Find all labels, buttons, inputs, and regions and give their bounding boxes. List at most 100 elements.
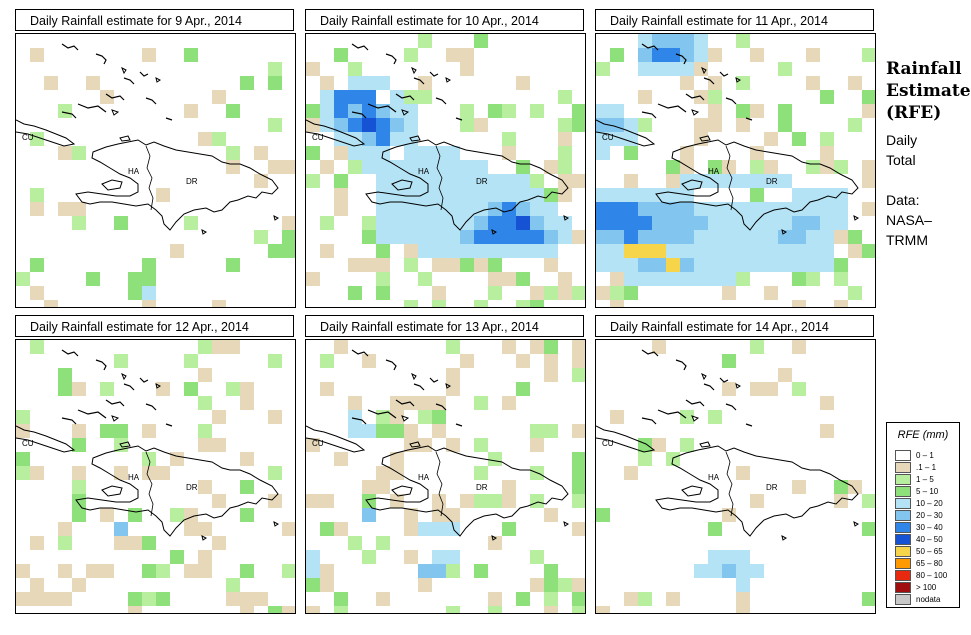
rainfall-cell bbox=[502, 340, 516, 354]
rainfall-cell bbox=[446, 258, 460, 272]
rainfall-cell bbox=[404, 216, 418, 230]
rainfall-cell bbox=[572, 452, 585, 466]
rainfall-cell bbox=[240, 382, 254, 396]
rainfall-cell bbox=[348, 258, 362, 272]
rainfall-cell bbox=[792, 382, 806, 396]
rainfall-cell bbox=[530, 202, 544, 216]
rainfall-cell bbox=[610, 244, 624, 258]
rainfall-cell bbox=[184, 104, 198, 118]
rainfall-cell bbox=[488, 452, 502, 466]
rainfall-cell bbox=[320, 354, 334, 368]
gonave-island bbox=[101, 179, 123, 191]
period-label: Daily Total bbox=[886, 130, 917, 170]
hispaniola-coastline bbox=[365, 139, 569, 231]
rainfall-cell bbox=[198, 368, 212, 382]
rainfall-cell bbox=[306, 146, 320, 160]
rainfall-cell bbox=[362, 354, 376, 368]
panel-title: Daily Rainfall estimate for 10 Apr., 201… bbox=[305, 9, 584, 31]
rainfall-cell bbox=[572, 424, 585, 438]
map-svg: CU HA DR bbox=[306, 34, 585, 307]
rainfall-cell bbox=[806, 272, 820, 286]
rainfall-cell bbox=[638, 592, 652, 606]
rainfall-cell bbox=[502, 174, 516, 188]
rainfall-cell bbox=[320, 244, 334, 258]
rainfall-cell bbox=[460, 48, 474, 62]
rainfall-cell bbox=[362, 424, 376, 438]
rainfall-cell bbox=[722, 550, 736, 564]
rainfall-cell bbox=[736, 118, 750, 132]
legend-label: 50 – 65 bbox=[916, 547, 943, 556]
rainfall-cell bbox=[502, 244, 516, 258]
rainfall-cell bbox=[736, 244, 750, 258]
rainfall-map: CU HA DR bbox=[595, 33, 876, 308]
rainfall-cell bbox=[544, 160, 558, 174]
rainfall-cell bbox=[282, 230, 295, 244]
rainfall-cell bbox=[530, 424, 544, 438]
tortuga-island bbox=[409, 441, 421, 448]
rainfall-cell bbox=[666, 272, 680, 286]
rainfall-cell bbox=[348, 536, 362, 550]
rainfall-cell bbox=[624, 272, 638, 286]
rainfall-cell bbox=[184, 354, 198, 368]
rainfall-cell bbox=[142, 536, 156, 550]
rainfall-cell bbox=[488, 216, 502, 230]
bahamas-island bbox=[455, 117, 463, 121]
rainfall-cell bbox=[502, 202, 516, 216]
rainfall-cell bbox=[680, 258, 694, 272]
rainfall-cell bbox=[100, 564, 114, 578]
rainfall-cell bbox=[128, 286, 142, 300]
rainfall-cell bbox=[736, 564, 750, 578]
rainfall-cell bbox=[708, 564, 722, 578]
rainfall-cell bbox=[862, 592, 875, 606]
islet bbox=[735, 77, 741, 83]
bahamas-island bbox=[123, 383, 135, 391]
legend-swatch bbox=[895, 522, 911, 533]
rainfall-cell bbox=[44, 300, 58, 307]
rainfall-cell bbox=[376, 480, 390, 494]
rainfall-cell bbox=[268, 466, 282, 480]
rainfall-cell bbox=[114, 466, 128, 480]
rainfall-cell bbox=[16, 592, 30, 606]
rainfall-cell bbox=[30, 340, 44, 354]
rainfall-cell bbox=[418, 216, 432, 230]
rainfall-cell bbox=[736, 76, 750, 90]
rainfall-cell bbox=[516, 160, 530, 174]
country-label: DR bbox=[476, 177, 488, 186]
rainfall-cell bbox=[348, 286, 362, 300]
legend-swatch bbox=[895, 486, 911, 497]
data-source-line: Data: bbox=[886, 192, 920, 208]
rainfall-cell bbox=[638, 202, 652, 216]
bahamas-island bbox=[413, 77, 425, 85]
rainfall-cell bbox=[418, 410, 432, 424]
rainfall-cell bbox=[624, 230, 638, 244]
rainfall-cell bbox=[736, 104, 750, 118]
rainfall-cell bbox=[792, 132, 806, 146]
rainfall-cell bbox=[282, 160, 295, 174]
islet bbox=[155, 77, 161, 83]
gonave-island bbox=[391, 179, 413, 191]
rainfall-cell bbox=[680, 216, 694, 230]
rainfall-cell bbox=[142, 424, 156, 438]
rainfall-cell bbox=[722, 230, 736, 244]
rainfall-cell bbox=[268, 76, 282, 90]
rainfall-cell bbox=[694, 34, 708, 48]
rainfall-cell bbox=[806, 202, 820, 216]
rainfall-cell bbox=[446, 244, 460, 258]
rainfall-cell bbox=[736, 258, 750, 272]
rainfall-cell bbox=[198, 564, 212, 578]
rainfall-cell bbox=[834, 258, 848, 272]
rainfall-cell bbox=[390, 452, 404, 466]
rainfall-cell bbox=[156, 592, 170, 606]
rainfall-cell bbox=[792, 244, 806, 258]
rainfall-cell bbox=[390, 230, 404, 244]
bahamas-island bbox=[641, 43, 659, 51]
rainfall-cell bbox=[834, 202, 848, 216]
bahamas-island bbox=[395, 399, 415, 407]
rainfall-cell bbox=[114, 424, 128, 438]
rainfall-cell bbox=[58, 146, 72, 160]
hispaniola-coastline bbox=[365, 445, 569, 537]
rainfall-cell bbox=[722, 286, 736, 300]
islet bbox=[701, 372, 707, 381]
rainfall-cell bbox=[198, 438, 212, 452]
rainfall-cell bbox=[184, 382, 198, 396]
